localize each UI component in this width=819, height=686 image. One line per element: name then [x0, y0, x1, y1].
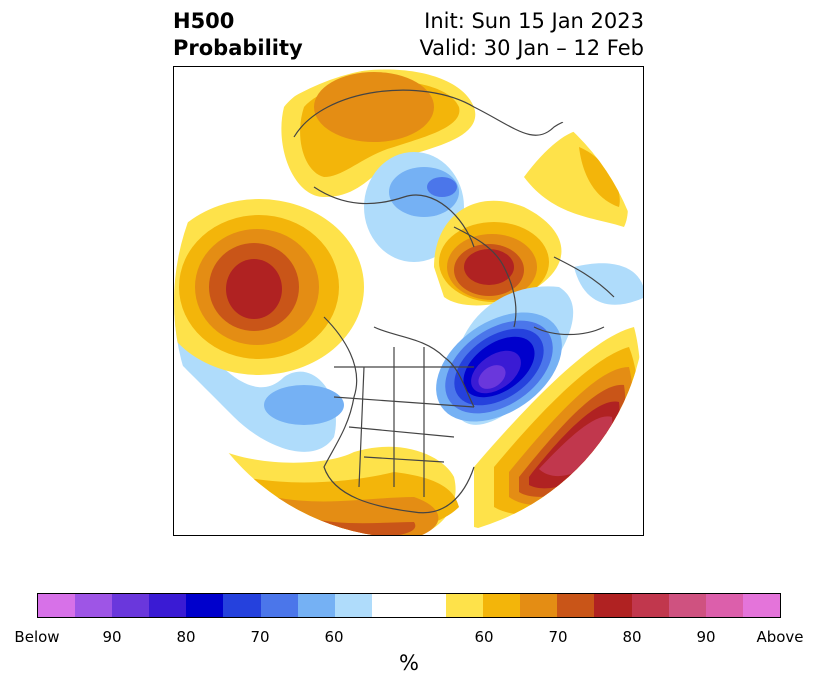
- anomaly-atlantic-above: [474, 327, 641, 531]
- chart-title: H500 Probability: [173, 8, 303, 62]
- anomaly-siberia-above: [281, 69, 476, 197]
- colorbar-segment: [742, 594, 780, 617]
- colorbar-segment: [223, 594, 261, 617]
- colorbar-segment: [705, 594, 743, 617]
- colorbar-segment: [520, 594, 558, 617]
- title-variable: H500: [173, 9, 235, 33]
- colorbar-segment: [38, 594, 76, 617]
- colorbar-segment: [112, 594, 150, 617]
- date-info: Init: Sun 15 Jan 2023 Valid: 30 Jan – 12…: [419, 8, 644, 62]
- anomaly-southus-above: [214, 446, 459, 535]
- colorbar-segment: [631, 594, 669, 617]
- colorbar-segment: [408, 594, 447, 617]
- colorbar-segment: [75, 594, 113, 617]
- colorbar-segment: [557, 594, 595, 617]
- tick-below-80: 80: [176, 628, 196, 646]
- colorbar-unit: %: [399, 651, 419, 675]
- colorbar-segment: [668, 594, 706, 617]
- colorbar-segment: [260, 594, 298, 617]
- tick-below: Below: [14, 628, 60, 646]
- colorbar-segment: [297, 594, 335, 617]
- colorbar-segment: [334, 594, 372, 617]
- tick-below-70: 70: [250, 628, 270, 646]
- tick-below-60: 60: [324, 628, 344, 646]
- colorbar-segment: [186, 594, 224, 617]
- colorbar-segment: [371, 594, 409, 617]
- tick-above-70: 70: [548, 628, 568, 646]
- map-panel: [173, 66, 644, 536]
- colorbar-segment: [149, 594, 187, 617]
- colorbar-segment: [446, 594, 484, 617]
- probability-map: [174, 67, 643, 535]
- anomaly-northpacific-above: [174, 199, 364, 375]
- colorbar: [37, 593, 781, 618]
- tick-above: Above: [756, 628, 804, 646]
- colorbar-segment: [483, 594, 521, 617]
- anomaly-scandinavia-above: [434, 200, 562, 306]
- anomaly-arctic-below: [364, 152, 464, 262]
- init-date: Init: Sun 15 Jan 2023: [424, 9, 644, 33]
- colorbar-segment: [594, 594, 632, 617]
- tick-above-60: 60: [474, 628, 494, 646]
- tick-above-80: 80: [622, 628, 642, 646]
- anomaly-eastpacific-below: [174, 307, 344, 452]
- title-type: Probability: [173, 36, 303, 60]
- valid-dates: Valid: 30 Jan – 12 Feb: [419, 36, 644, 60]
- tick-above-90: 90: [696, 628, 716, 646]
- tick-below-90: 90: [102, 628, 122, 646]
